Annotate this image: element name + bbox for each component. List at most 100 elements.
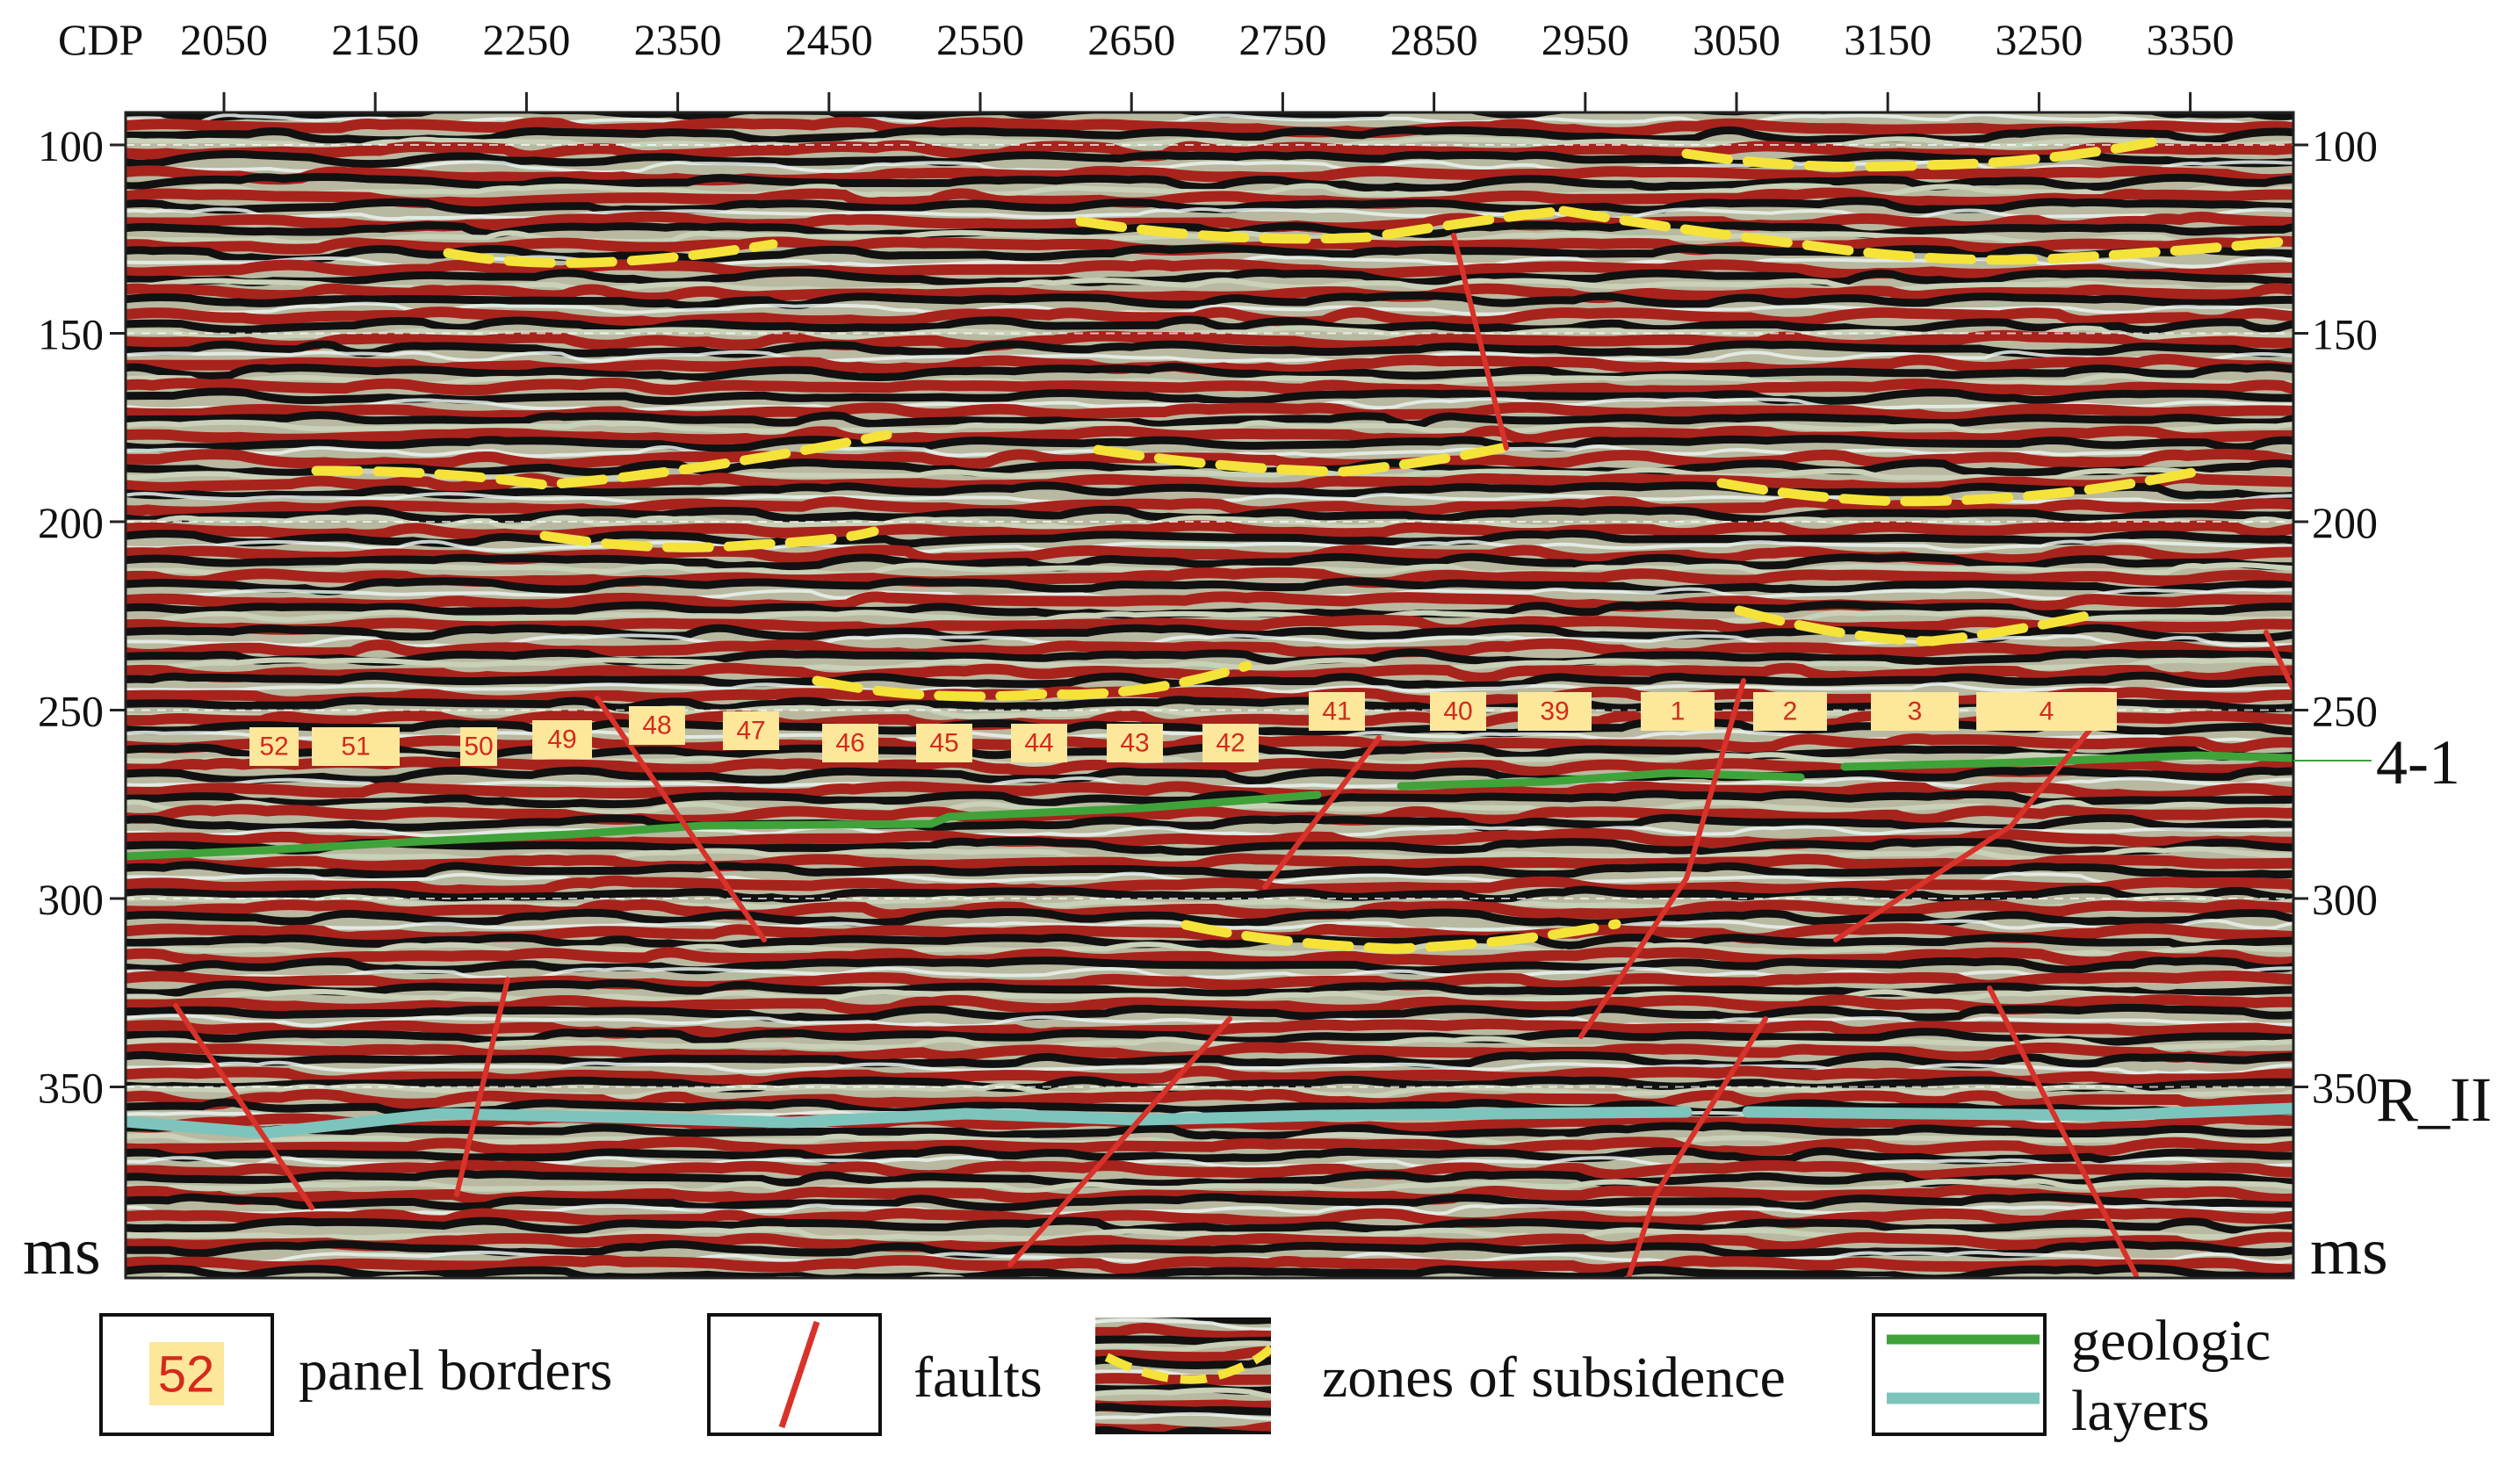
seismic-trace bbox=[126, 648, 2293, 667]
seismic-trace bbox=[126, 187, 2293, 209]
seismic-trace bbox=[126, 258, 2293, 280]
time-tick-label: 200 bbox=[2312, 498, 2378, 547]
seismic-trace bbox=[126, 1208, 2293, 1229]
subsidence-zones bbox=[311, 137, 2289, 954]
seismic-trace bbox=[1095, 1335, 1271, 1346]
seismic-trace bbox=[126, 481, 2293, 501]
fault bbox=[1007, 1016, 1232, 1267]
legend-layers-label-1: geologic bbox=[2071, 1309, 2271, 1373]
legend-panel-sample-bg bbox=[149, 1342, 224, 1405]
time-tick-label: 350 bbox=[2312, 1064, 2378, 1113]
seismic-trace bbox=[1264, 1317, 1271, 1318]
panel-border-label: 1 bbox=[1671, 697, 1686, 726]
cdp-tick-label: 2150 bbox=[331, 15, 419, 64]
panel-border-label: 42 bbox=[1216, 729, 1245, 758]
seismic-trace bbox=[126, 704, 2293, 721]
seismic-trace bbox=[126, 956, 2293, 975]
geologic-layers bbox=[126, 751, 2293, 1139]
panel-border-label: 44 bbox=[1024, 729, 1053, 758]
panel-border-label: 50 bbox=[464, 733, 493, 761]
seismic-trace bbox=[126, 329, 2293, 351]
cdp-tick-label: 2750 bbox=[1238, 15, 1326, 64]
seismic-trace bbox=[126, 135, 2293, 151]
subsidence-zone bbox=[812, 660, 1253, 702]
time-tick-label: 200 bbox=[38, 498, 104, 547]
seismic-trace bbox=[126, 552, 2293, 572]
seismic-trace bbox=[126, 1137, 2293, 1158]
seismic-trace bbox=[126, 1203, 2293, 1218]
seismic-trace bbox=[126, 1018, 2293, 1039]
legend: 52 panel borders faults zones of subside… bbox=[99, 1309, 2271, 1443]
time-tick-label: 150 bbox=[2312, 310, 2378, 359]
seismic-trace bbox=[126, 377, 2293, 398]
subsidence-zone bbox=[311, 429, 892, 490]
panel-border-label: 41 bbox=[1322, 697, 1351, 726]
cdp-tick-label: 3350 bbox=[2147, 15, 2235, 64]
seismic-trace bbox=[126, 1122, 2293, 1141]
seismic-trace bbox=[126, 1216, 2293, 1235]
panel-border-box bbox=[1641, 692, 1715, 731]
seismic-trace bbox=[126, 126, 2293, 145]
seismic-trace bbox=[126, 529, 2293, 548]
seismic-trace bbox=[126, 165, 2293, 186]
seismic-trace bbox=[126, 301, 2293, 316]
seismic-trace bbox=[126, 1193, 2293, 1211]
cdp-tick-label: 3250 bbox=[1995, 15, 2083, 64]
cdp-tick-label: 2950 bbox=[1542, 15, 1629, 64]
panel-border-label: 52 bbox=[259, 733, 288, 761]
time-tick-label: 300 bbox=[2312, 875, 2378, 924]
panel-border-box bbox=[629, 706, 685, 745]
seismic-trace bbox=[126, 638, 2293, 660]
panel-border-box bbox=[916, 724, 972, 762]
fault bbox=[2264, 630, 2293, 692]
panel-border-box bbox=[1011, 724, 1067, 762]
seismic-trace bbox=[126, 117, 2293, 138]
horizon-label-R-II: R_II bbox=[2376, 1065, 2492, 1135]
seismic-trace bbox=[126, 449, 2293, 470]
seismic-trace bbox=[126, 562, 2293, 577]
time-tick-label: 250 bbox=[38, 687, 104, 736]
seismic-trace bbox=[126, 1050, 2293, 1070]
legend-swatch-faults bbox=[707, 1313, 882, 1436]
seismic-trace bbox=[126, 932, 2293, 951]
panel-border-label: 2 bbox=[1783, 697, 1798, 726]
layer-R-II bbox=[1742, 1102, 2293, 1122]
legend-layers-label-2: layers bbox=[2071, 1379, 2210, 1443]
seismic-trace bbox=[126, 875, 2293, 897]
seismic-panel: 52 51 50 49 48 47 46 45 44 43 42 41 40 39 1 2 3 4 bbox=[126, 112, 2293, 1278]
seismic-trace bbox=[126, 766, 2293, 785]
time-tick-label: 350 bbox=[38, 1064, 104, 1113]
subsidence-zone bbox=[443, 239, 778, 268]
seismic-trace bbox=[126, 1003, 2293, 1022]
time-tick-label: 100 bbox=[2312, 121, 2378, 170]
panel-border-label: 45 bbox=[929, 729, 958, 758]
panel-border-label: 43 bbox=[1120, 729, 1149, 758]
legend-item-faults: faults bbox=[707, 1313, 1043, 1436]
cdp-tick-label: 3050 bbox=[1693, 15, 1780, 64]
cdp-tick-label: 2450 bbox=[785, 15, 873, 64]
cdp-tick-label: 2050 bbox=[180, 15, 268, 64]
cdp-tick-label: 2250 bbox=[482, 15, 570, 64]
subsidence-zone bbox=[1558, 206, 2289, 265]
fault bbox=[1627, 1016, 1768, 1278]
seismic-trace bbox=[1095, 1340, 1271, 1353]
seismic-trace bbox=[1095, 1323, 1271, 1342]
seismic-trace bbox=[1095, 1387, 1271, 1399]
subsidence-zone bbox=[1716, 465, 2210, 507]
seismic-trace bbox=[1095, 1403, 1271, 1416]
seismic-trace bbox=[126, 197, 2293, 214]
cdp-tick-label: 2350 bbox=[634, 15, 722, 64]
legend-faults-label: faults bbox=[913, 1346, 1043, 1410]
panel-border-box bbox=[1202, 724, 1259, 762]
panel-border-box bbox=[1753, 692, 1827, 731]
fault bbox=[595, 696, 767, 942]
seismic-trace bbox=[126, 435, 2293, 453]
seismic-trace bbox=[126, 1240, 2293, 1259]
seismic-trace bbox=[126, 207, 2293, 221]
fault bbox=[454, 977, 510, 1197]
seismic-trace bbox=[126, 979, 2293, 999]
fault bbox=[173, 1003, 314, 1210]
seismic-trace bbox=[126, 1178, 2293, 1195]
subsidence-zone bbox=[1093, 443, 1507, 477]
